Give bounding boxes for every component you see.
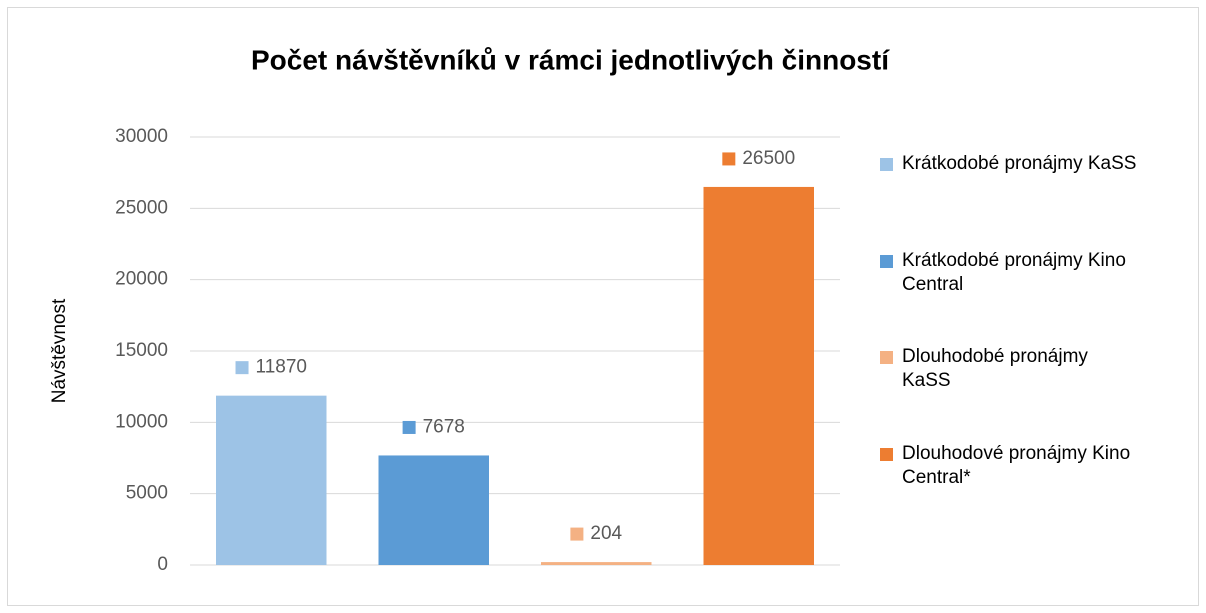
y-tick-label: 10000 bbox=[115, 411, 168, 432]
legend-label: Krátkodobé pronájmy Kino Central bbox=[902, 249, 1126, 295]
legend-key bbox=[880, 254, 893, 268]
data-label-key bbox=[722, 152, 736, 166]
bar bbox=[216, 395, 327, 565]
chart-frame bbox=[7, 7, 1199, 606]
chart-title: Počet návštěvníků v rámci jednotlivých č… bbox=[251, 44, 890, 75]
y-tick-label: 20000 bbox=[115, 269, 168, 290]
data-label-key bbox=[570, 527, 584, 541]
legend-item: Krátkodobé pronájmy Kino Central bbox=[880, 249, 1140, 297]
legend-label: Dlouhodobé pronájmy KaSS bbox=[902, 346, 1088, 391]
legend-key bbox=[880, 158, 893, 171]
legend-item: Krátkodobé pronájmy KaSS bbox=[880, 152, 1140, 176]
bar bbox=[378, 455, 489, 565]
data-label: 26500 bbox=[742, 148, 795, 169]
bar bbox=[541, 562, 652, 565]
data-label-key bbox=[402, 420, 416, 434]
y-tick-label: 30000 bbox=[115, 126, 168, 147]
data-label: 11870 bbox=[256, 357, 307, 378]
legend-key bbox=[880, 351, 893, 364]
y-tick-label: 0 bbox=[157, 554, 168, 575]
y-tick-label: 25000 bbox=[115, 197, 168, 218]
y-tick-label: 15000 bbox=[115, 340, 168, 361]
legend-label: Krátkodobé pronájmy KaSS bbox=[902, 153, 1137, 174]
legend-item: Dlouhodové pronájmy Kino Central* bbox=[880, 442, 1140, 490]
legend-item: Dlouhodobé pronájmy KaSS bbox=[880, 345, 1140, 393]
data-label-key bbox=[235, 361, 249, 375]
data-label: 7678 bbox=[423, 416, 465, 437]
y-axis-label: Návštěvnost bbox=[49, 298, 70, 403]
data-label: 204 bbox=[590, 523, 622, 544]
bar bbox=[703, 186, 814, 565]
legend-key bbox=[880, 447, 893, 461]
y-tick-label: 5000 bbox=[126, 483, 168, 504]
legend-label: Dlouhodové pronájmy Kino Central* bbox=[902, 442, 1131, 488]
